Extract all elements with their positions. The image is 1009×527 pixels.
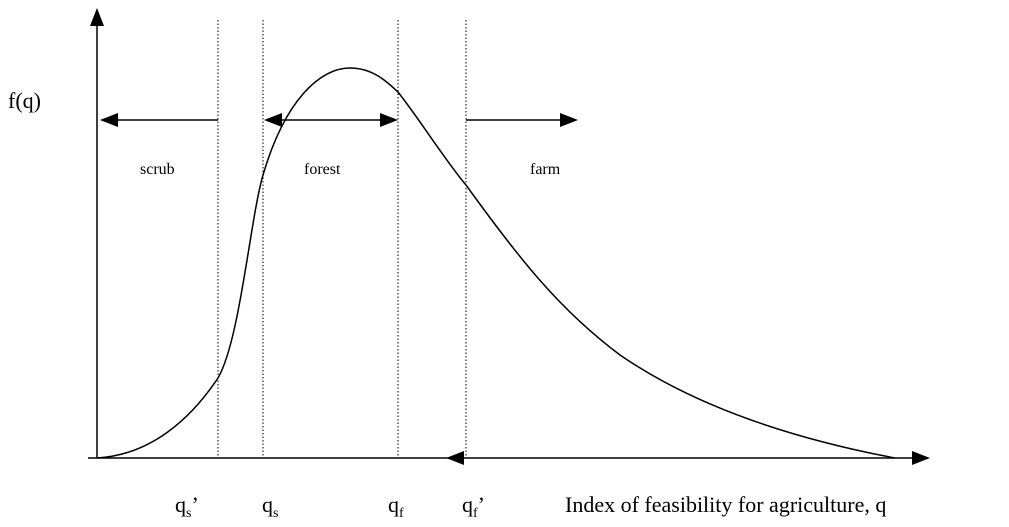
subscript: s <box>273 506 278 521</box>
threshold-lines <box>217 20 467 458</box>
threshold-label: qf <box>388 492 404 521</box>
subscript: f <box>399 506 404 521</box>
x-axis-arrow <box>912 451 930 465</box>
arrow-head <box>264 113 282 127</box>
q: q <box>262 492 273 517</box>
axis-left-arrow <box>446 451 464 465</box>
q: q <box>175 492 186 517</box>
q: q <box>462 492 473 517</box>
arrow-head <box>380 113 398 127</box>
threshold-label: qs’ <box>175 492 199 521</box>
y-axis-arrow <box>90 8 104 26</box>
threshold-label: qs <box>262 492 278 521</box>
region-label: forest <box>304 161 341 178</box>
arrow-head <box>560 113 578 127</box>
subscript: s <box>186 506 191 521</box>
density-curve <box>96 67 896 459</box>
region-label: scrub <box>140 161 175 178</box>
threshold-label: qf’ <box>462 492 485 521</box>
subscript: f <box>473 506 478 521</box>
arrow-head <box>100 113 118 127</box>
prime: ’ <box>191 492 198 517</box>
y-axis-label: f(q) <box>8 88 41 113</box>
q: q <box>388 492 399 517</box>
prime: ’ <box>478 492 485 517</box>
x-axis-label: Index of feasibility for agriculture, q <box>565 492 886 517</box>
region-label: farm <box>530 161 561 178</box>
